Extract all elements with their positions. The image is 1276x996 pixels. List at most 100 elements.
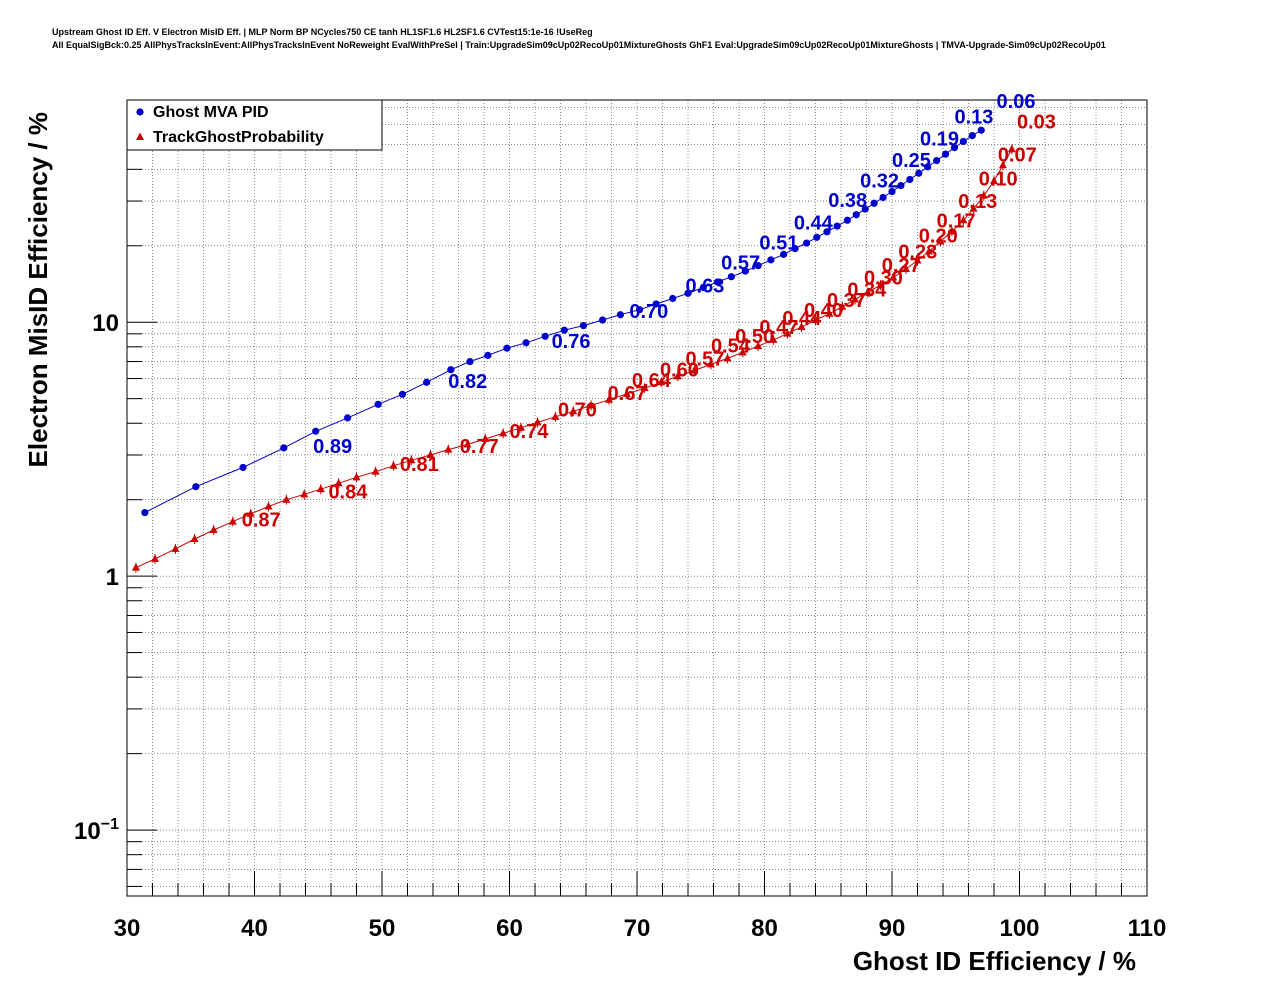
point-label-trackghostprobability: 0.13: [958, 191, 997, 213]
data-point-ghost-mva-pid: [861, 205, 869, 213]
legend: Ghost MVA PID TrackGhostProbability: [126, 99, 383, 151]
data-point-ghost-mva-pid: [968, 132, 976, 140]
data-point-trackghostprobability: [838, 302, 847, 310]
data-point-trackghostprobability: [264, 502, 273, 510]
data-point-trackghostprobability: [622, 389, 631, 397]
x-tick-label: 40: [241, 915, 268, 942]
data-point-trackghostprobability: [969, 204, 978, 212]
data-point-ghost-mva-pid: [959, 137, 968, 146]
y-tick-label: 1: [106, 564, 119, 591]
data-point-trackghostprobability: [657, 377, 666, 386]
data-point-ghost-mva-pid: [239, 463, 247, 472]
annotation-layer: 0.890.820.760.700.630.570.510.440.380.32…: [242, 91, 1056, 532]
point-label-trackghostprobability: 0.30: [864, 267, 903, 289]
data-point-ghost-mva-pid: [423, 378, 431, 386]
data-point-ghost-mva-pid: [398, 390, 406, 398]
point-label-ghost-mva-pid: 0.06: [997, 91, 1036, 113]
data-point-trackghostprobability: [499, 428, 508, 437]
data-point-ghost-mva-pid: [560, 326, 568, 334]
data-point-trackghostprobability: [769, 335, 778, 343]
point-label-trackghostprobability: 0.23: [898, 242, 937, 264]
x-tick-labels: 30 40 50 60 70 80 90 100 110: [114, 915, 1167, 942]
data-point-ghost-mva-pid: [833, 222, 841, 230]
data-point-trackghostprobability: [690, 365, 699, 374]
point-label-trackghostprobability: 0.84: [328, 482, 368, 504]
x-tick-label: 90: [879, 915, 906, 942]
data-point-trackghostprobability: [990, 176, 998, 184]
point-label-ghost-mva-pid: 0.38: [828, 190, 867, 212]
point-label-trackghostprobability: 0.81: [400, 454, 439, 476]
data-point-trackghostprobability: [352, 472, 361, 481]
data-point-ghost-mva-pid: [754, 262, 762, 270]
data-point-trackghostprobability: [825, 309, 834, 317]
data-point-trackghostprobability: [673, 371, 682, 380]
point-label-trackghostprobability: 0.74: [510, 421, 550, 443]
legend-label-ghost-mva-pid: Ghost MVA PID: [153, 104, 269, 121]
data-point-trackghostprobability: [811, 315, 820, 324]
data-point-ghost-mva-pid: [374, 400, 382, 408]
data-point-ghost-mva-pid: [684, 289, 692, 297]
series-line-ghost-mva-pid: [144, 129, 982, 513]
x-tick-label: 80: [751, 915, 778, 942]
data-point-trackghostprobability: [604, 395, 613, 403]
x-tick-label: 100: [999, 915, 1039, 942]
data-point-trackghostprobability: [282, 495, 291, 503]
point-label-ghost-mva-pid: 0.13: [954, 106, 993, 128]
data-point-trackghostprobability: [551, 412, 560, 420]
data-point-ghost-mva-pid: [447, 366, 455, 374]
data-point-ghost-mva-pid: [484, 351, 492, 360]
data-point-trackghostprobability: [1007, 144, 1016, 153]
data-point-trackghostprobability: [754, 341, 763, 350]
data-point-ghost-mva-pid: [915, 169, 923, 177]
x-tick-label: 30: [114, 915, 141, 942]
data-point-trackghostprobability: [913, 255, 922, 264]
data-point-ghost-mva-pid: [727, 273, 735, 281]
x-tick-label: 110: [1128, 915, 1167, 942]
data-point-trackghostprobability: [481, 434, 490, 442]
data-point-ghost-mva-pid: [852, 211, 860, 219]
data-point-trackghostprobability: [533, 417, 542, 426]
data-point-ghost-mva-pid: [791, 244, 799, 253]
x-tick-label: 50: [369, 915, 396, 942]
point-label-ghost-mva-pid: 0.70: [629, 301, 668, 323]
data-point-trackghostprobability: [316, 484, 325, 493]
data-point-ghost-mva-pid: [192, 483, 200, 491]
data-point-trackghostprobability: [334, 478, 343, 487]
data-point-trackghostprobability: [371, 467, 380, 475]
data-point-trackghostprobability: [889, 272, 898, 281]
data-point-ghost-mva-pid: [924, 163, 932, 171]
data-point-trackghostprobability: [190, 534, 199, 543]
legend-marker-ghost-mva-pid: [136, 108, 144, 116]
point-label-trackghostprobability: 0.37: [827, 290, 866, 312]
data-point-ghost-mva-pid: [843, 216, 851, 224]
y-axis-title: Electron MisID Efficiency / %: [23, 112, 53, 467]
data-point-trackghostprobability: [902, 264, 911, 273]
point-label-ghost-mva-pid: 0.19: [920, 128, 959, 150]
data-point-trackghostprobability: [851, 294, 860, 303]
point-label-ghost-mva-pid: 0.25: [892, 150, 931, 172]
data-point-ghost-mva-pid: [897, 182, 905, 190]
y-tick-label: 10−1: [74, 816, 119, 845]
point-label-trackghostprobability: 0.07: [998, 144, 1037, 166]
point-label-trackghostprobability: 0.10: [979, 169, 1018, 191]
point-label-trackghostprobability: 0.20: [919, 226, 958, 248]
data-point-trackghostprobability: [209, 525, 218, 533]
data-point-ghost-mva-pid: [950, 144, 959, 152]
data-point-trackghostprobability: [959, 215, 968, 224]
data-point-ghost-mva-pid: [503, 344, 511, 352]
data-point-ghost-mva-pid: [280, 444, 288, 452]
point-label-trackghostprobability: 0.27: [882, 255, 921, 277]
data-point-trackghostprobability: [444, 445, 453, 453]
data-point-trackghostprobability: [936, 236, 945, 245]
data-point-ghost-mva-pid: [870, 199, 878, 207]
data-point-ghost-mva-pid: [522, 339, 530, 347]
point-label-trackghostprobability: 0.50: [735, 326, 774, 348]
point-label-trackghostprobability: 0.70: [558, 400, 597, 422]
data-point-trackghostprobability: [706, 359, 715, 368]
chart-title-line-2: All EqualSigBck:0.25 AllPhysTracksInEven…: [52, 40, 1106, 50]
data-point-trackghostprobability: [998, 160, 1007, 169]
legend-box: [126, 99, 383, 151]
data-point-trackghostprobability: [640, 383, 649, 392]
point-label-ghost-mva-pid: 0.76: [552, 331, 591, 353]
